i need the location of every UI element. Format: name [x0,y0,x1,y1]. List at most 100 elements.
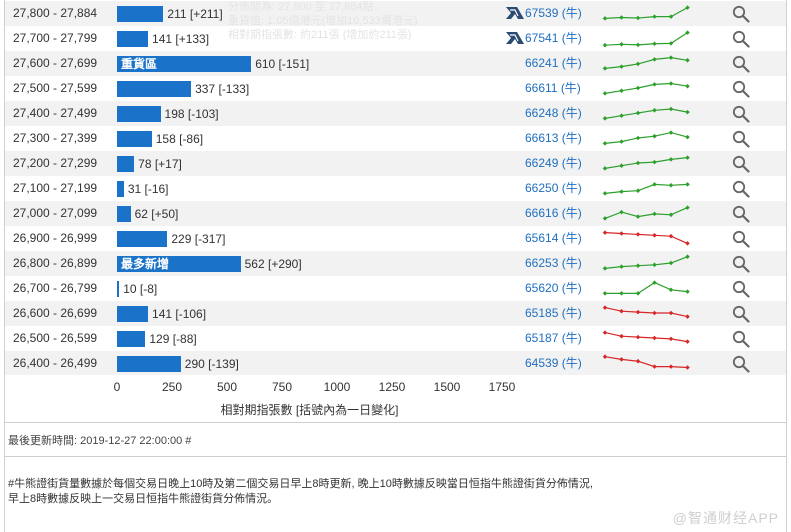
sparkline-point [668,14,674,19]
magnifier-search-icon[interactable] [732,305,750,323]
bar[interactable] [117,156,135,172]
bar[interactable] [117,356,181,372]
bar[interactable] [117,306,149,322]
sparkline-point [635,232,641,237]
bar-value-label: 229 [-317] [171,232,226,246]
cbbc-code-link[interactable]: 66616 (牛) [525,206,582,220]
bar[interactable] [117,331,146,347]
sparkline-point [652,133,657,139]
x-tick-label: 1000 [323,380,351,394]
sparkline-point [635,309,641,315]
sparkline [602,182,690,196]
cbbc-code-link[interactable]: 66611 (牛) [525,81,581,95]
sparkline-point [685,134,690,140]
sparkline-point [652,82,657,87]
cbbc-code-link[interactable]: 65620 (牛) [525,281,582,295]
magnifier-search-icon[interactable] [732,130,750,148]
bar[interactable] [117,131,152,147]
sparkline-point [602,141,608,146]
bar-value-label: 610 [-151] [255,57,310,71]
magnifier-search-icon[interactable] [732,180,750,198]
footnote-line: 早上8時數據反映上一交易日恒指牛熊證街貨分佈情況。 [8,493,279,505]
sparkline-point [668,336,674,342]
x-tick-label: 750 [271,380,293,394]
magnifier-search-icon[interactable] [732,5,750,23]
bar-value-label: 158 [-86] [155,132,204,146]
magnifier-search-icon[interactable] [732,280,750,298]
sparkline-point [635,110,641,116]
cbbc-code-link[interactable]: 66250 (牛) [525,181,582,195]
cbbc-code-link[interactable]: 66249 (牛) [525,156,582,170]
table-row: 26,600 - 26,699 141 [-106] 65185 (牛) [5,301,786,326]
sparkline [602,155,690,171]
sparkline-point [619,189,624,194]
sparkline-point [652,280,657,285]
sparkline-point [668,212,674,218]
sparkline-point [685,58,690,63]
sparkline-line [604,256,688,269]
magnifier-search-icon[interactable] [732,230,750,248]
cbbc-code-link[interactable]: 66248 (牛) [525,106,582,120]
bar-value-label: 10 [-8] [123,282,158,296]
sparkline-line [604,332,688,343]
bar-value-label: 31 [-16] [127,182,169,196]
magnifier-search-icon[interactable] [732,255,750,273]
bar-value-label: 211 [+211] [167,7,223,21]
cbbc-code-link[interactable]: 66241 (牛) [525,56,582,70]
range-label: 26,400 - 26,499 [13,356,98,370]
magnifier-search-icon[interactable] [732,205,750,223]
sparkline-point [668,183,674,188]
magnifier-search-icon[interactable] [732,55,750,73]
cbbc-code-link[interactable]: 64539 (牛) [525,356,582,370]
range-label: 27,100 - 27,199 [13,181,98,195]
x-tick-label: 1250 [378,380,406,394]
sparkline-point [635,85,641,91]
bar[interactable] [117,106,161,122]
sparkline-point [602,16,608,21]
magnifier-search-icon[interactable] [732,155,750,173]
bar[interactable] [117,231,168,247]
magnifier-search-icon[interactable] [732,355,750,373]
watermark: @智通财经APP [672,510,779,526]
magnifier-search-icon[interactable] [732,30,750,48]
sparkline-point [652,364,657,369]
sparkline-point [619,231,624,236]
range-label: 27,400 - 27,499 [13,106,98,120]
bar[interactable] [117,31,149,47]
sparkline-point [652,41,657,47]
sparkline-point [619,308,624,314]
sparkline-point [635,188,641,193]
bar[interactable]: 最多新增 [117,256,241,272]
range-label: 26,600 - 26,699 [13,306,98,320]
bar[interactable] [117,206,131,222]
cbbc-code-link[interactable]: 65187 (牛) [525,331,582,345]
sparkline-point [619,113,624,118]
sparkline-point [685,83,690,89]
sparkline-point [619,209,624,215]
table-row: 27,700 - 27,799 141 [+133] 67541 (牛) [5,26,786,51]
last-updated-text: 最後更新時間: 2019-12-27 22:00:00 # [8,435,192,447]
cbbc-code-link[interactable]: 66253 (牛) [525,256,582,270]
bar[interactable] [117,181,124,197]
sparkline-point [652,310,657,316]
cbbc-code-link[interactable]: 65185 (牛) [525,306,582,320]
sparkline-point [668,55,674,60]
bar[interactable]: 重貨區 [117,56,252,72]
bar[interactable] [117,81,192,97]
sparkline-point [685,5,690,10]
cbbc-code-link[interactable]: 67541 (牛) [525,31,582,45]
magnifier-search-icon[interactable] [732,80,750,98]
sparkline [602,230,690,246]
magnifier-search-icon[interactable] [732,330,750,348]
cbbc-code-link[interactable]: 67539 (牛) [525,6,582,20]
sparkline-point [685,365,690,370]
sparkline-point [685,155,690,160]
sparkline-point [635,334,641,340]
cbbc-code-link[interactable]: 65614 (牛) [525,231,582,245]
bar[interactable] [117,6,164,22]
magnifier-search-icon[interactable] [732,105,750,123]
cbbc-code-link[interactable]: 66613 (牛) [525,131,582,145]
x-tick-label: 500 [216,380,238,394]
bar[interactable] [117,281,120,297]
sparkline-point [685,182,690,187]
